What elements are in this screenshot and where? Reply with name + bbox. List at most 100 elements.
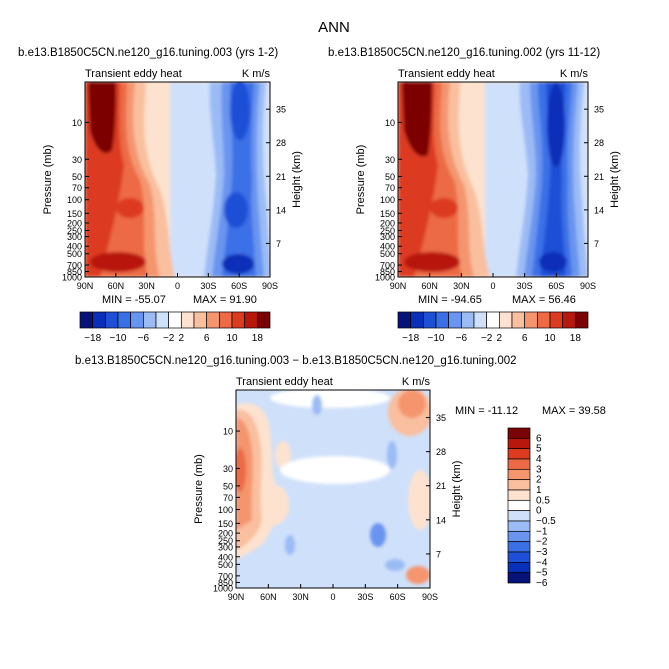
colorbar-swatch [256,311,271,329]
y-right-axis-title: Height (km) [291,151,303,208]
y-right-tick-label: 14 [436,515,446,525]
panel-c-axes: 1030507010015020025030040050070085010003… [193,413,463,602]
x-tick-label: 90N [390,281,407,291]
colorbar-swatch [536,311,551,329]
panel-c-blue-1 [370,523,386,547]
colorbar-tick-label: 6 [522,333,528,344]
colorbar-swatch [507,572,531,584]
colorbar-tick-label: 0 [536,506,542,517]
colorbar-tick-label: 0.5 [536,495,550,506]
colorbar-swatch [104,311,119,329]
y-right-tick-label: 35 [276,105,286,115]
panel-c-left-label: Transient eddy heat [236,376,333,388]
panel-b: b.e13.B1850C5CN.ne120_g16.tuning.002 (yr… [328,47,621,344]
panel-a-left-label: Transient eddy heat [85,68,182,80]
y-axis-title: Pressure (mb) [42,145,54,215]
x-tick-label: 0 [330,592,335,602]
colorbar-swatch [574,311,589,329]
figure-title: ANN [318,19,350,36]
colorbar-swatch [435,311,450,329]
y-tick-label: 300 [67,232,82,242]
y-tick-label: 150 [67,209,82,219]
x-tick-label: 0 [490,281,495,291]
panel-c-nh-red-core [236,448,246,492]
y-right-tick-label: 35 [594,105,604,115]
y-tick-label: 250 [218,536,233,546]
colorbar-swatch [507,551,531,563]
colorbar-tick-label: −10 [110,333,127,344]
y-tick-label: 100 [67,195,82,205]
colorbar-tick-label: 3 [536,464,542,475]
x-tick-label: 30S [517,281,533,291]
y-right-tick-label: 14 [594,205,604,215]
panel-b-nh-mid-red-patch [430,198,458,218]
panel-c-contours [236,390,430,588]
colorbar-swatch [168,311,182,329]
panel-a-units: K m/s [242,68,271,80]
x-tick-label: 30N [292,592,309,602]
panel-a: b.e13.B1850C5CN.ne120_g16.tuning.003 (yr… [18,47,303,344]
panel-b-axes: 1030507010015020025030040050070085010003… [355,105,621,291]
colorbar-tick-label: −2 [481,333,493,344]
y-tick-label: 500 [380,249,395,259]
x-tick-label: 90N [228,592,245,602]
panel-a-title: b.e13.B1850C5CN.ne120_g16.tuning.003 (yr… [18,47,278,59]
y-tick-label: 400 [218,552,233,562]
colorbar-swatch [231,311,246,329]
x-tick-label: 30N [138,281,155,291]
colorbar-swatch [130,311,144,329]
colorbar-swatch [92,311,106,329]
x-tick-label: 90S [422,592,438,602]
x-tick-label: 90N [77,281,94,291]
y-right-tick-label: 21 [436,481,446,491]
y-tick-label: 30 [72,155,82,165]
colorbar-swatch [549,311,564,329]
panel-c-sh-red-mid [408,470,430,530]
colorbar-swatch [422,311,437,329]
colorbar-tick-label: −18 [402,333,419,344]
colorbar-tick-label: 18 [570,333,582,344]
y-tick-label: 100 [218,505,233,515]
panel-c-sh-red-top-core [398,390,426,418]
panel-c-mid-red-2 [275,441,291,469]
x-tick-label: 60N [108,281,125,291]
y-right-tick-label: 14 [276,205,286,215]
colorbar-tick-label: 10 [544,333,556,344]
colorbar-tick-label: 2 [497,333,503,344]
panel-b-min-label: MIN = -94.65 [418,294,482,306]
colorbar-swatch [507,468,531,481]
x-tick-label: 60N [260,592,277,602]
y-tick-label: 500 [67,249,82,259]
y-tick-label: 1000 [213,584,233,594]
y-tick-label: 50 [72,172,82,182]
x-tick-label: 30S [357,592,373,602]
panel-a-sh-blue-mid-core [224,192,248,228]
panel-b-contours [398,82,588,277]
y-tick-label: 50 [223,481,233,491]
x-tick-label: 60S [548,281,564,291]
y-axis-title: Pressure (mb) [193,454,205,524]
panel-b-sh-blue-low-core [539,252,567,272]
colorbar-tick-label: −6 [138,333,150,344]
x-tick-label: 90S [580,281,596,291]
y-tick-label: 700 [218,571,233,581]
panel-c-mid-white [280,456,390,484]
colorbar-tick-label: −0.5 [536,516,556,527]
y-tick-label: 300 [218,542,233,552]
colorbar-tick-label: 2 [179,333,185,344]
panel-b-left-label: Transient eddy heat [398,68,495,80]
colorbar-swatch [507,520,531,532]
panel-c-blue-3 [312,395,322,415]
y-right-tick-label: 35 [436,413,446,423]
y-tick-label: 150 [218,519,233,529]
panel-c-min-label: MIN = -11.12 [455,405,518,417]
colorbar-swatch [206,311,220,329]
colorbar-swatch [460,311,475,329]
panel-a-max-label: MAX = 91.90 [193,294,257,306]
colorbar-swatch [410,311,424,329]
colorbar-swatch [448,311,462,329]
colorbar-tick-label: 1 [536,485,542,496]
colorbar-tick-label: −2 [536,537,548,548]
y-right-tick-label: 7 [436,549,441,559]
